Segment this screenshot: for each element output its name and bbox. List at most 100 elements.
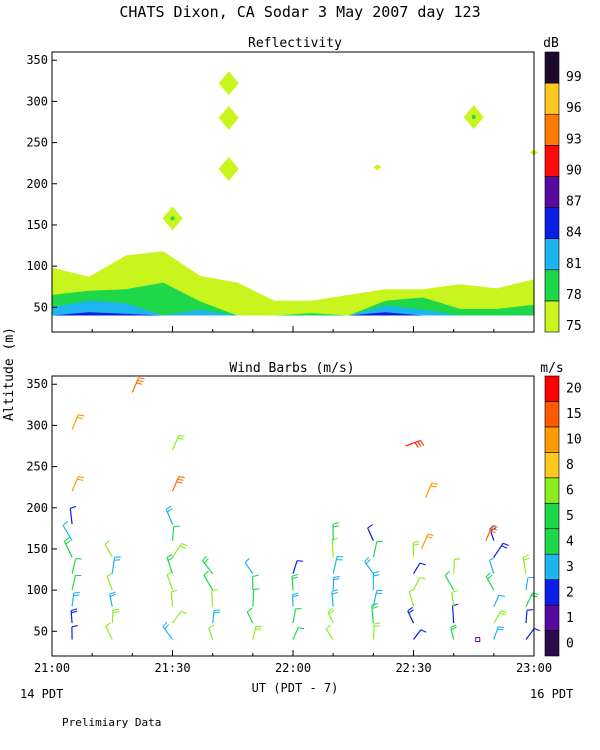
colorbar-label: 0 xyxy=(566,636,574,651)
wind-barb xyxy=(211,591,214,607)
x-tick-label: 23:00 xyxy=(516,661,552,675)
wind-barb-feather xyxy=(367,524,373,529)
wind-barb-feather xyxy=(331,589,338,592)
y-tick-label: 250 xyxy=(26,460,48,474)
colorbar-label: 93 xyxy=(566,132,582,147)
wind-barb-feather xyxy=(451,589,458,593)
wind-barb-feather xyxy=(502,542,509,547)
wind-barb-feather xyxy=(165,505,172,510)
wind-barb-feather xyxy=(77,478,84,481)
colorbar-swatch xyxy=(544,630,560,657)
wind-barb-feather xyxy=(298,627,305,630)
wind-colorbar: 0 1 2 3 4 5 6 8 10 15 20 xyxy=(544,375,582,657)
colorbar-label: 2 xyxy=(566,585,574,600)
reflectivity-patch xyxy=(218,105,239,130)
wind-colorbar-unit: m/s xyxy=(540,361,563,376)
wind-barb-feather xyxy=(105,622,111,627)
wind-barb-feather xyxy=(179,545,186,549)
wind-barb-feather xyxy=(136,382,143,385)
wind-barb-feather xyxy=(501,610,508,614)
wind-barb-feather xyxy=(104,539,110,545)
wind-barb-feather xyxy=(374,622,381,625)
colorbar-swatch xyxy=(544,426,560,453)
y-tick-label: 100 xyxy=(26,259,48,273)
y-tick-label: 250 xyxy=(26,136,48,150)
wind-barb-feather xyxy=(419,576,426,580)
colorbar-swatch xyxy=(544,502,560,530)
reflectivity-colorbar: 75 78 81 84 87 90 93 96 99 xyxy=(544,51,582,334)
wind-frame xyxy=(51,375,535,657)
reflectivity-layer xyxy=(52,282,534,316)
wind-barb-feather xyxy=(417,441,422,447)
wind-barb-feather xyxy=(64,537,70,542)
wind-barb-feather xyxy=(431,482,438,485)
wind-barb xyxy=(452,605,455,624)
wind-barb-feather xyxy=(427,533,434,536)
wind-barb-feather xyxy=(331,591,339,595)
wind-barb-feather xyxy=(498,626,505,629)
wind-barb-feather xyxy=(371,606,379,610)
colorbar-swatch xyxy=(544,401,560,428)
right-local-time: 16 PDT xyxy=(530,687,573,701)
wind-barb-feather xyxy=(489,530,496,533)
wind-barb-feather xyxy=(177,478,184,481)
wind-barb xyxy=(453,559,455,574)
colorbar-label: 81 xyxy=(566,257,582,272)
colorbar-label: 1 xyxy=(566,611,574,626)
wind-barb xyxy=(412,577,421,591)
x-tick-label: 21:30 xyxy=(154,661,190,675)
colorbar-label: 5 xyxy=(566,509,574,524)
colorbar-label: 8 xyxy=(566,458,574,473)
wind-barb-feather xyxy=(213,611,220,614)
wind-barb-feather xyxy=(522,554,529,558)
wind-barb-feather xyxy=(166,553,173,558)
colorbar-swatch xyxy=(544,176,560,208)
wind-barb xyxy=(325,628,334,640)
wind-barb-feather xyxy=(414,442,419,448)
y-tick-label: 200 xyxy=(26,177,48,191)
reflectivity-colorbar-unit: dB xyxy=(543,36,559,51)
wind-barb-feather xyxy=(171,589,178,593)
wind-barb-feather xyxy=(407,606,413,612)
wind-barb xyxy=(166,574,174,591)
wind-x-ticks: 21:00 21:30 22:00 22:30 23:00 xyxy=(34,650,552,675)
colorbar-label: 96 xyxy=(566,101,582,116)
x-tick-label: 22:00 xyxy=(275,661,311,675)
wind-barb-feather xyxy=(70,608,78,612)
wind-barb-feather xyxy=(253,588,260,591)
wind-barb-feather xyxy=(373,574,380,577)
left-local-time: 14 PDT xyxy=(20,687,63,701)
wind-barb-feather xyxy=(374,625,381,628)
x-axis-label: UT (PDT - 7) xyxy=(252,681,339,695)
wind-barb-feather xyxy=(65,540,71,545)
wind-barb xyxy=(412,562,421,574)
y-axis-label: Altitude (m) xyxy=(2,327,17,421)
wind-barb-feather xyxy=(208,624,215,629)
wind-barb-feather xyxy=(364,556,370,563)
wind-barb-feather xyxy=(178,476,185,479)
wind-barb-feather xyxy=(167,556,174,561)
colorbar-label: 4 xyxy=(566,534,574,549)
wind-barb xyxy=(69,508,73,525)
wind-barb-feather xyxy=(109,593,116,598)
colorbar-swatch xyxy=(544,604,560,631)
wind-barb-feather xyxy=(526,609,533,611)
reflectivity-layer xyxy=(52,312,534,316)
wind-barb xyxy=(246,611,254,624)
y-tick-label: 350 xyxy=(26,53,48,67)
wind-barb-feather xyxy=(137,379,144,383)
wind-barb-feather xyxy=(497,628,504,631)
wind-barb-feather xyxy=(420,629,427,633)
colorbar-label: 87 xyxy=(566,195,582,210)
colorbar-swatch xyxy=(544,207,560,239)
y-tick-label: 300 xyxy=(26,94,48,108)
colorbar-swatch xyxy=(544,528,560,555)
reflectivity-x-ticks xyxy=(51,326,535,332)
colorbar-swatch xyxy=(544,145,560,177)
wind-barb-feather xyxy=(109,591,116,595)
wind-barb-feather xyxy=(333,525,340,528)
wind-barb-feather xyxy=(501,545,508,549)
colorbar-label: 20 xyxy=(566,382,582,397)
wind-barb-feather xyxy=(333,575,340,578)
